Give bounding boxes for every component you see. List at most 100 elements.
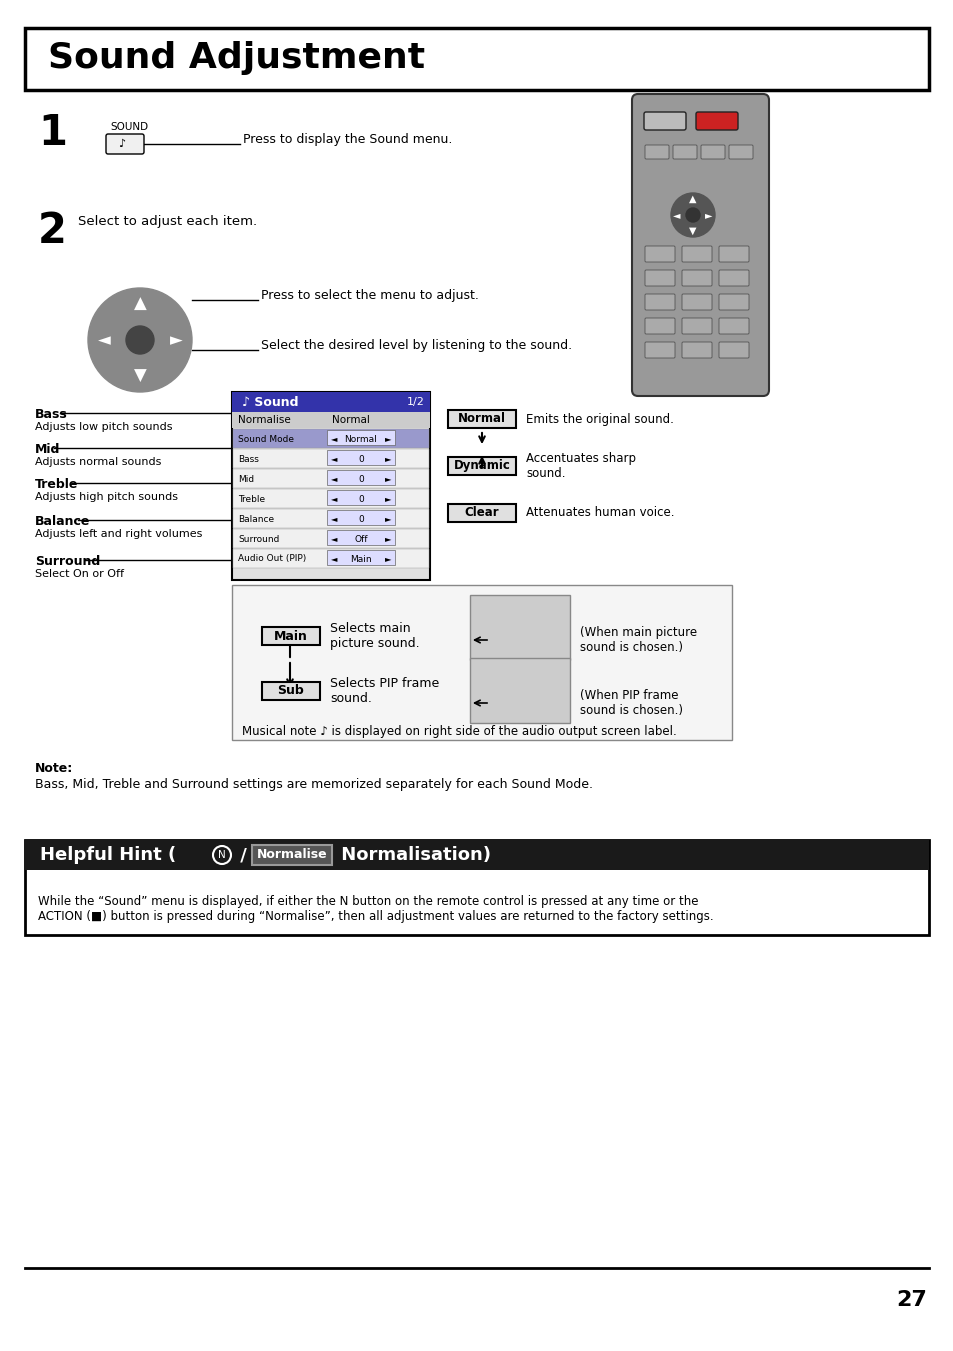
Text: 1: 1	[38, 112, 67, 154]
Circle shape	[88, 288, 192, 392]
Text: Mid: Mid	[35, 443, 60, 457]
FancyBboxPatch shape	[700, 145, 724, 159]
FancyBboxPatch shape	[252, 844, 332, 865]
Text: N: N	[218, 850, 226, 861]
Text: A: A	[694, 250, 699, 258]
Text: 3: 3	[731, 273, 736, 282]
Text: Sound Adjustment: Sound Adjustment	[48, 41, 425, 76]
Text: Treble: Treble	[35, 478, 78, 490]
Text: Musical note ♪ is displayed on right side of the audio output screen label.: Musical note ♪ is displayed on right sid…	[242, 725, 676, 739]
Text: ◄: ◄	[331, 494, 337, 504]
Text: ▲: ▲	[133, 295, 146, 313]
Text: Dynamic: Dynamic	[453, 459, 510, 473]
FancyBboxPatch shape	[232, 585, 731, 740]
Text: ♪ Sound: ♪ Sound	[242, 396, 298, 408]
Text: ◄: ◄	[673, 209, 680, 220]
Text: ◄: ◄	[331, 554, 337, 563]
FancyBboxPatch shape	[644, 270, 675, 286]
Text: 5: 5	[694, 297, 699, 307]
Text: 2: 2	[38, 209, 67, 253]
FancyBboxPatch shape	[644, 295, 675, 309]
Text: 9: 9	[731, 322, 736, 331]
Text: Off: Off	[354, 535, 367, 543]
Text: ON: ON	[659, 118, 670, 124]
Circle shape	[685, 208, 700, 222]
FancyBboxPatch shape	[233, 449, 429, 467]
Text: 4: 4	[657, 297, 661, 307]
Text: ▼: ▼	[133, 367, 146, 385]
Text: Adjusts high pitch sounds: Adjusts high pitch sounds	[35, 492, 178, 503]
Text: 0: 0	[357, 474, 363, 484]
FancyBboxPatch shape	[233, 509, 429, 528]
FancyBboxPatch shape	[262, 682, 319, 700]
Text: Normalise: Normalise	[256, 848, 327, 862]
Text: Selects PIP frame
sound.: Selects PIP frame sound.	[330, 677, 438, 705]
Text: Normal: Normal	[344, 435, 377, 443]
FancyBboxPatch shape	[719, 317, 748, 334]
Text: ►: ►	[170, 331, 182, 349]
Text: Mid: Mid	[237, 474, 253, 484]
Text: 7: 7	[657, 322, 661, 331]
Text: ▲: ▲	[688, 195, 696, 204]
Text: Note:: Note:	[35, 762, 73, 775]
Text: Sub: Sub	[277, 685, 304, 697]
Text: Main: Main	[274, 630, 308, 643]
FancyBboxPatch shape	[232, 392, 430, 412]
FancyBboxPatch shape	[327, 490, 395, 505]
Text: ►: ►	[384, 494, 391, 504]
Text: 2: 2	[694, 273, 699, 282]
Text: While the “Sound” menu is displayed, if either the N button on the remote contro: While the “Sound” menu is displayed, if …	[38, 894, 713, 923]
FancyBboxPatch shape	[327, 530, 395, 544]
FancyBboxPatch shape	[644, 145, 668, 159]
FancyBboxPatch shape	[681, 295, 711, 309]
Text: Select to adjust each item.: Select to adjust each item.	[78, 215, 257, 228]
Text: OFF: OFF	[708, 118, 724, 124]
FancyBboxPatch shape	[233, 530, 429, 549]
FancyBboxPatch shape	[719, 246, 748, 262]
Text: Adjusts normal sounds: Adjusts normal sounds	[35, 457, 161, 467]
Text: ►: ►	[384, 454, 391, 463]
Text: /: /	[233, 846, 253, 865]
FancyBboxPatch shape	[106, 134, 144, 154]
Text: CC: CC	[728, 250, 739, 258]
Circle shape	[126, 326, 153, 354]
Text: Select On or Off: Select On or Off	[35, 569, 124, 580]
Text: Sound Mode: Sound Mode	[237, 435, 294, 443]
Text: Press to display the Sound menu.: Press to display the Sound menu.	[243, 132, 452, 146]
Text: Bass: Bass	[35, 408, 68, 422]
FancyBboxPatch shape	[262, 627, 319, 644]
Text: Accentuates sharp
sound.: Accentuates sharp sound.	[525, 453, 636, 480]
Text: C: C	[657, 346, 662, 354]
Text: Select the desired level by listening to the sound.: Select the desired level by listening to…	[261, 339, 572, 353]
FancyBboxPatch shape	[681, 317, 711, 334]
FancyBboxPatch shape	[327, 509, 395, 526]
FancyBboxPatch shape	[470, 658, 569, 723]
Text: Helpful Hint (: Helpful Hint (	[40, 846, 176, 865]
Text: Emits the original sound.: Emits the original sound.	[525, 412, 673, 426]
Text: Clear: Clear	[464, 507, 498, 520]
FancyBboxPatch shape	[25, 840, 928, 935]
Text: Bass: Bass	[237, 454, 258, 463]
Text: 0: 0	[357, 494, 363, 504]
Text: Balance: Balance	[237, 515, 274, 523]
Text: 8: 8	[694, 322, 699, 331]
Text: 0: 0	[357, 454, 363, 463]
FancyBboxPatch shape	[327, 450, 395, 465]
Text: ◄: ◄	[97, 331, 111, 349]
FancyBboxPatch shape	[448, 457, 516, 476]
FancyBboxPatch shape	[25, 28, 928, 91]
Text: Normal: Normal	[332, 415, 370, 426]
Text: 0: 0	[357, 515, 363, 523]
FancyBboxPatch shape	[327, 550, 395, 565]
FancyBboxPatch shape	[470, 594, 569, 661]
Text: ◄: ◄	[331, 454, 337, 463]
FancyBboxPatch shape	[719, 270, 748, 286]
FancyBboxPatch shape	[233, 549, 429, 567]
FancyBboxPatch shape	[728, 145, 752, 159]
Text: 27: 27	[896, 1290, 926, 1310]
Text: ►: ►	[384, 554, 391, 563]
Text: ◄: ◄	[331, 474, 337, 484]
FancyBboxPatch shape	[672, 145, 697, 159]
Text: 1/2: 1/2	[407, 397, 424, 407]
Text: Adjusts low pitch sounds: Adjusts low pitch sounds	[35, 422, 172, 432]
